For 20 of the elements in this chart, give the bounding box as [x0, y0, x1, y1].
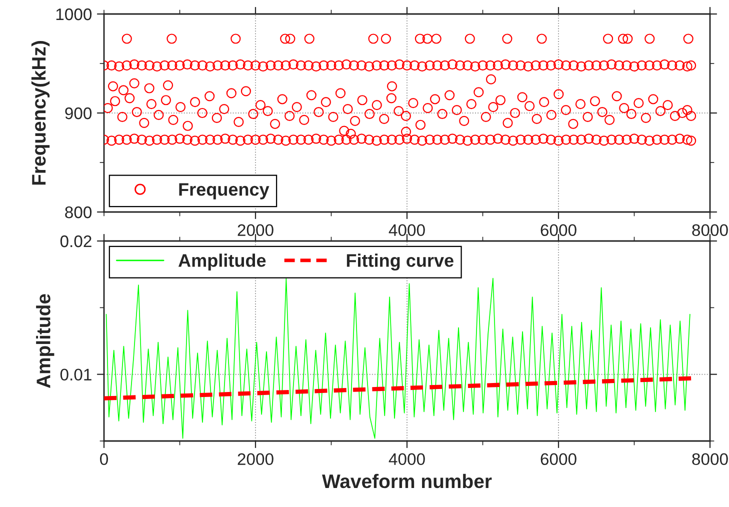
x-axis-title: Waveform number — [322, 474, 492, 488]
y-axis-title: Amplitude — [36, 294, 54, 388]
legend-label: Frequency — [179, 183, 270, 200]
x-tick-label: 6000 — [540, 453, 576, 466]
x-tick-label: 8000 — [692, 224, 728, 236]
x-tick-label: 8000 — [692, 453, 728, 466]
x-tick-label: 4000 — [388, 453, 425, 466]
x-tick-label: 0 — [100, 453, 108, 466]
x-tick-label: 4000 — [388, 224, 425, 236]
y-tick-label: 800 — [65, 206, 92, 218]
y-tick-label: 0.01 — [60, 368, 92, 381]
x-tick-label: 2000 — [238, 453, 274, 466]
x-tick-label: 6000 — [540, 224, 576, 236]
y-axis-title: Frequency(kHz) — [31, 41, 50, 185]
legend-label: Fitting curve — [346, 254, 454, 271]
legend-label: Amplitude — [178, 254, 266, 270]
y-tick-label: 900 — [65, 107, 92, 120]
y-tick-label: 1000 — [56, 8, 92, 20]
y-tick-label: 0.02 — [60, 235, 92, 248]
x-tick-label: 2000 — [238, 224, 274, 236]
